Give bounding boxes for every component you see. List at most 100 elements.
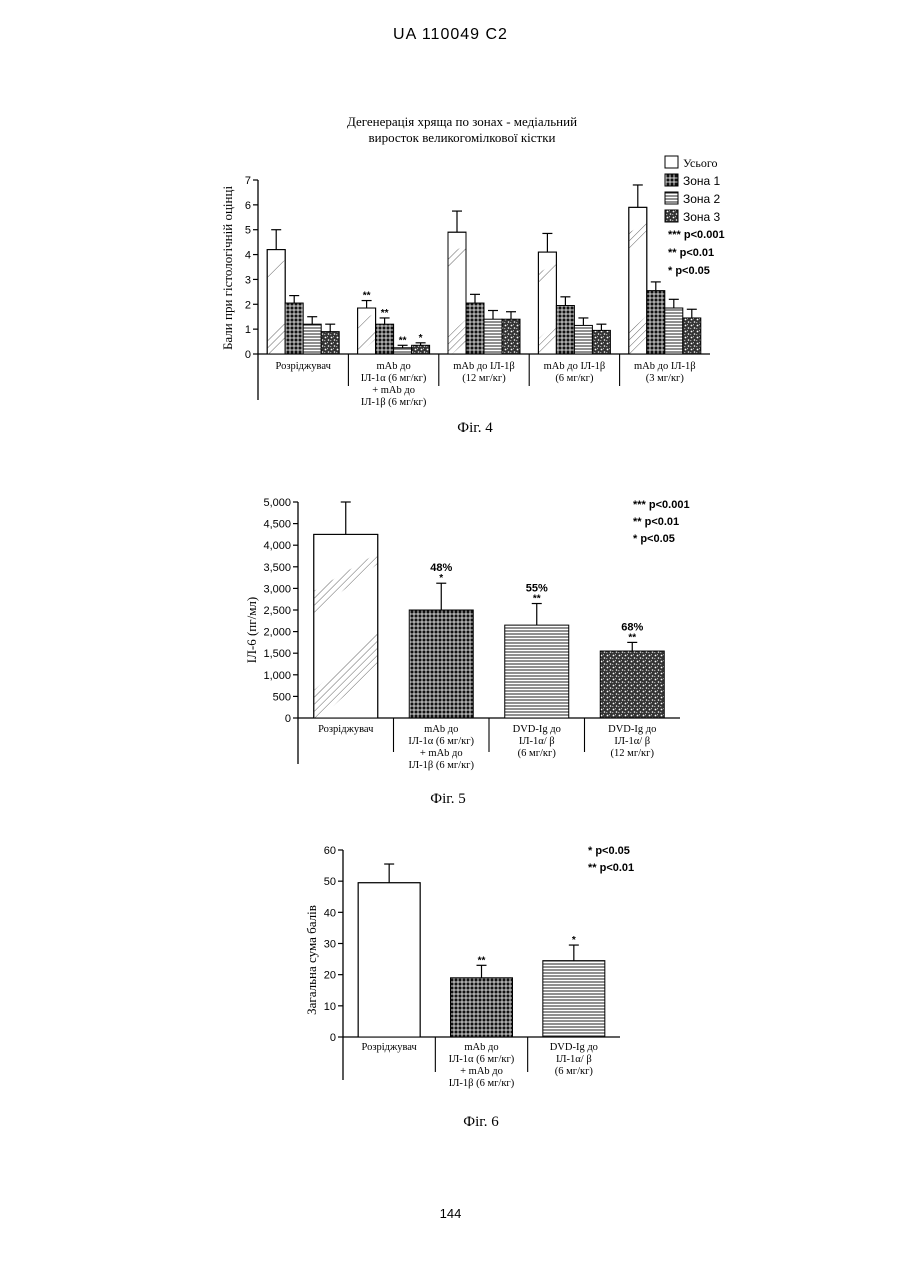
y-tick-label: 1 xyxy=(245,324,251,336)
x-category-label: mAb до ІЛ-1β xyxy=(453,361,515,372)
x-category-label: ІЛ-1α (6 мг/кг) xyxy=(408,736,474,747)
bar xyxy=(321,332,339,354)
y-tick-label: 2,000 xyxy=(263,627,291,639)
x-category-label: ІЛ-1α/ β xyxy=(519,736,555,747)
x-category-label: ІЛ-1β (6 мг/кг) xyxy=(409,760,475,771)
x-category-label: ІЛ-1β (6 мг/кг) xyxy=(361,397,427,408)
figure-6: Загальна сума балів0102030405060Розріджу… xyxy=(304,845,634,1130)
x-category-label: DVD-Ig до xyxy=(513,724,561,735)
percent-label: 48% xyxy=(430,562,452,574)
significance-mark: * xyxy=(439,573,443,584)
bar xyxy=(409,610,473,718)
y-axis-label: Загальна сума балів xyxy=(304,905,319,1015)
x-category-label: DVD-Ig до xyxy=(550,1042,598,1053)
y-tick-label: 3,500 xyxy=(263,562,291,574)
x-category-label: ІЛ-1α (6 мг/кг) xyxy=(449,1054,515,1065)
y-tick-label: 50 xyxy=(324,876,336,888)
x-category-label: ІЛ-1α/ β xyxy=(556,1054,592,1065)
y-tick-label: 1,500 xyxy=(263,648,291,660)
figure-4: Дегенерація хряща по зонах - медіальнийв… xyxy=(220,114,725,436)
y-tick-label: 3 xyxy=(245,274,251,286)
legend-swatch xyxy=(665,156,678,168)
percent-label: 55% xyxy=(526,583,548,595)
page-number: 144 xyxy=(0,1206,901,1221)
bar xyxy=(285,303,303,354)
bar xyxy=(592,330,610,354)
percent-label: 68% xyxy=(621,621,643,633)
legend-label: Усього xyxy=(683,156,717,170)
bar xyxy=(303,324,321,354)
significance-mark: ** xyxy=(533,594,541,605)
y-tick-label: 0 xyxy=(285,713,291,725)
legend-swatch xyxy=(665,174,678,186)
x-category-label: Розріджувач xyxy=(276,361,332,372)
bar xyxy=(358,883,420,1037)
y-tick-label: 6 xyxy=(245,200,251,212)
bar xyxy=(376,324,394,354)
y-tick-label: 60 xyxy=(324,845,336,857)
significance-legend: * p<0.05 xyxy=(668,265,710,277)
y-tick-label: 5,000 xyxy=(263,497,291,509)
chart-title: виросток великогомілкової кістки xyxy=(368,130,555,145)
y-tick-label: 0 xyxy=(245,349,251,361)
y-tick-label: 5 xyxy=(245,225,251,237)
x-category-label: + mAb до xyxy=(420,748,463,759)
legend-swatch xyxy=(665,210,678,222)
x-category-label: ІЛ-1β (6 мг/кг) xyxy=(449,1078,515,1089)
legend-swatch xyxy=(665,192,678,204)
significance-mark: * xyxy=(419,333,423,344)
y-tick-label: 7 xyxy=(245,175,251,187)
figure-5: ІЛ-6 (пг/мл)05001,0001,5002,0002,5003,00… xyxy=(244,497,690,807)
figure-caption: Фіг. 5 xyxy=(430,791,465,807)
x-category-label: mAb до ІЛ-1β xyxy=(634,361,696,372)
y-axis-label: Бали при гістологічній оцінці xyxy=(220,186,235,350)
significance-mark: ** xyxy=(363,291,371,302)
y-tick-label: 40 xyxy=(324,907,336,919)
bar xyxy=(484,319,502,354)
x-category-label: mAb до ІЛ-1β xyxy=(544,361,606,372)
y-tick-label: 20 xyxy=(324,970,336,982)
x-category-label: ІЛ-1α (6 мг/кг) xyxy=(361,373,427,384)
x-category-label: mAb до xyxy=(464,1042,498,1053)
bar xyxy=(683,318,701,354)
significance-legend: * p<0.05 xyxy=(588,845,630,857)
legend-label: Зона 3 xyxy=(683,210,721,224)
x-category-label: (6 мг/кг) xyxy=(555,373,594,384)
y-axis-label: ІЛ-6 (пг/мл) xyxy=(244,597,259,664)
x-category-label: (3 мг/кг) xyxy=(646,373,685,384)
y-tick-label: 4 xyxy=(245,250,251,262)
x-category-label: (6 мг/кг) xyxy=(518,748,557,759)
y-tick-label: 2,500 xyxy=(263,605,291,617)
bar xyxy=(574,325,592,354)
significance-mark: ** xyxy=(399,335,407,346)
figure-caption: Фіг. 4 xyxy=(457,420,493,436)
significance-legend: *** p<0.001 xyxy=(668,229,725,241)
y-tick-label: 2 xyxy=(245,299,251,311)
y-tick-label: 10 xyxy=(324,1001,336,1013)
significance-mark: * xyxy=(572,935,576,946)
bar xyxy=(502,319,520,354)
bar xyxy=(556,306,574,354)
x-category-label: (6 мг/кг) xyxy=(555,1066,594,1077)
y-tick-label: 0 xyxy=(330,1032,336,1044)
significance-mark: ** xyxy=(628,632,636,643)
significance-mark: ** xyxy=(478,955,486,966)
significance-legend: * p<0.05 xyxy=(633,533,675,545)
x-category-label: mAb до xyxy=(376,361,410,372)
significance-legend: ** p<0.01 xyxy=(588,862,634,874)
x-category-label: (12 мг/кг) xyxy=(611,748,655,759)
chart-title: Дегенерація хряща по зонах - медіальний xyxy=(347,114,577,129)
x-category-label: + mAb до xyxy=(460,1066,503,1077)
y-tick-label: 4,500 xyxy=(263,519,291,531)
significance-legend: ** p<0.01 xyxy=(668,247,714,259)
significance-legend: *** p<0.001 xyxy=(633,499,690,511)
x-category-label: mAb до xyxy=(424,724,458,735)
figure-caption: Фіг. 6 xyxy=(463,1114,499,1130)
x-category-label: Розріджувач xyxy=(361,1042,417,1053)
bar xyxy=(451,978,513,1037)
y-tick-label: 4,000 xyxy=(263,540,291,552)
x-category-label: ІЛ-1α/ β xyxy=(614,736,650,747)
legend-label: Зона 2 xyxy=(683,192,721,206)
x-category-label: Розріджувач xyxy=(318,724,374,735)
